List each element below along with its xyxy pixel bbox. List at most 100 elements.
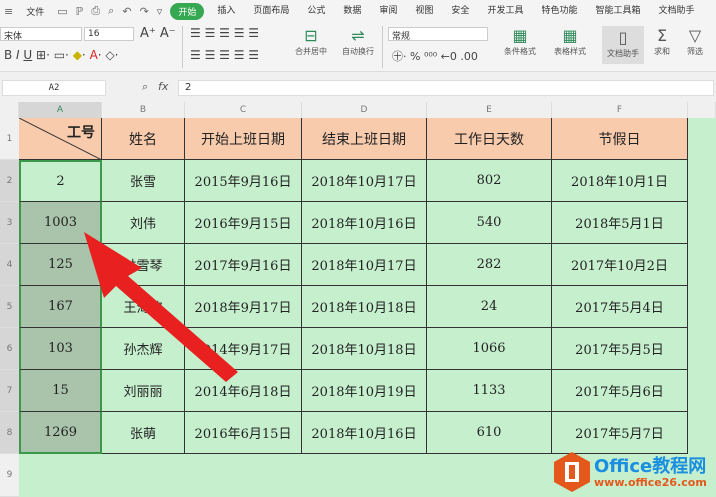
sum-button[interactable]: Σ 求和 (648, 26, 676, 57)
font-style-icons[interactable]: B I U ⊞· ▭· ◆· A· ◇· (4, 48, 119, 62)
filter-button[interactable]: ▽ 筛选 (680, 26, 710, 57)
doc-helper-button[interactable]: ▯ 文档助手 (602, 26, 644, 64)
header-cell[interactable]: 结束上班日期 (302, 118, 427, 160)
header-cell[interactable]: 姓名 (102, 118, 185, 160)
table-cell[interactable]: 2014年6月18日 (185, 370, 302, 412)
select-all-corner[interactable] (0, 102, 19, 118)
table-cell[interactable]: 2017年5月6日 (552, 370, 688, 412)
table-cell[interactable]: 2018年5月1日 (552, 202, 688, 244)
table-cell[interactable]: 2018年10月17日 (302, 244, 427, 286)
table-cell[interactable]: 2018年10月16日 (302, 202, 427, 244)
table-cell[interactable]: 2018年9月17日 (185, 286, 302, 328)
number-format-icons[interactable]: ㊉· % ⁰⁰⁰ ←0 .00 (392, 50, 478, 63)
table-cell[interactable]: 2017年9月16日 (185, 244, 302, 286)
table-cell[interactable]: 540 (427, 202, 552, 244)
id-cell[interactable]: 167 (19, 286, 102, 328)
number-format-select[interactable]: 常规 (388, 27, 488, 42)
table-cell[interactable]: 2017年5月7日 (552, 412, 688, 454)
column-header-D[interactable]: D (302, 102, 427, 118)
tab-11[interactable]: 文档助手 (658, 5, 695, 16)
name-box[interactable]: A2 (2, 80, 106, 96)
tab-3[interactable]: 公式 (307, 5, 326, 16)
table-cell[interactable]: 2016年9月15日 (185, 202, 302, 244)
id-cell[interactable]: 103 (19, 328, 102, 370)
tab-8[interactable]: 开发工具 (487, 5, 524, 16)
tab-0[interactable]: 开始 (170, 2, 205, 20)
file-menu[interactable]: 文件 (26, 7, 45, 18)
table-cell[interactable]: 282 (427, 244, 552, 286)
id-cell[interactable]: 1269 (19, 412, 102, 454)
row-header-6[interactable]: 6 (0, 328, 19, 370)
align-icons[interactable]: ☰ ☰ ☰ ☰ ☰ (190, 26, 260, 40)
id-cell[interactable]: 125 (19, 244, 102, 286)
merge-center-button[interactable]: ⊟ 合并居中 (288, 26, 334, 57)
table-cell[interactable]: 24 (427, 286, 552, 328)
column-header-B[interactable]: B (102, 102, 185, 118)
column-header-F[interactable]: F (552, 102, 688, 118)
row-header-3[interactable]: 3 (0, 202, 19, 244)
tab-7[interactable]: 安全 (451, 5, 470, 16)
tab-10[interactable]: 智能工具箱 (595, 5, 641, 16)
table-style-button[interactable]: ▦ 表格样式 (546, 26, 594, 57)
table-cell[interactable]: 张萌 (102, 412, 185, 454)
wrap-text-button[interactable]: ⇌ 自动换行 (338, 26, 378, 57)
preview-icon[interactable]: ⌕ (108, 4, 115, 17)
column-header-C[interactable]: C (185, 102, 302, 118)
row-header-5[interactable]: 5 (0, 286, 19, 328)
zoom-icon[interactable]: ⌕ (142, 80, 149, 93)
font-name-select[interactable]: 宋体 (0, 27, 82, 42)
table-cell[interactable]: 孙杰辉 (102, 328, 185, 370)
conditional-format-button[interactable]: ▦ 条件格式 (496, 26, 544, 57)
id-cell[interactable]: 15 (19, 370, 102, 412)
table-cell[interactable]: 2018年10月1日 (552, 160, 688, 202)
table-cell[interactable]: 1133 (427, 370, 552, 412)
table-cell[interactable]: 802 (427, 160, 552, 202)
tab-1[interactable]: 插入 (217, 5, 236, 16)
print-icon[interactable]: ⎙ (91, 4, 101, 17)
table-cell[interactable]: 2018年10月19日 (302, 370, 427, 412)
table-cell[interactable]: 2016年6月15日 (185, 412, 302, 454)
table-cell[interactable]: 2017年5月4日 (552, 286, 688, 328)
row-header-8[interactable]: 8 (0, 412, 19, 454)
header-cell[interactable]: 节假日 (552, 118, 688, 160)
dropdown-icon[interactable]: ▿ (156, 4, 163, 18)
table-cell[interactable]: 刘伟 (102, 202, 185, 244)
table-cell[interactable]: 2014年9月17日 (185, 328, 302, 370)
tab-5[interactable]: 审阅 (379, 5, 398, 16)
column-header-E[interactable]: E (427, 102, 552, 118)
table-cell[interactable]: 2018年10月18日 (302, 328, 427, 370)
tab-4[interactable]: 数据 (343, 5, 362, 16)
menu-icon[interactable]: ≡ (4, 4, 14, 18)
formula-input[interactable]: 2 (178, 80, 714, 96)
align-icons-2[interactable]: ☰ ☰ ☰ ☰ ☰ (190, 48, 260, 62)
undo-icon[interactable]: ↶ (122, 4, 132, 18)
tab-6[interactable]: 视图 (415, 5, 434, 16)
table-cell[interactable]: 2018年10月17日 (302, 160, 427, 202)
id-cell[interactable]: 2 (19, 160, 102, 202)
fx-icon[interactable]: fx (158, 80, 169, 93)
table-cell[interactable]: 2018年10月18日 (302, 286, 427, 328)
font-size-select[interactable]: 16 (84, 27, 134, 41)
header-cell[interactable]: 工作日天数 (427, 118, 552, 160)
font-grow-icon[interactable]: A⁺ A⁻ (140, 26, 176, 41)
table-cell[interactable]: 张雪 (102, 160, 185, 202)
format-painter-icon[interactable]: ℙ (75, 4, 84, 18)
redo-icon[interactable]: ↷ (139, 4, 149, 18)
table-cell[interactable]: 2017年10月2日 (552, 244, 688, 286)
table-cell[interactable]: 2015年9月16日 (185, 160, 302, 202)
spreadsheet-grid[interactable]: A B C D E F 1 2 3 4 5 6 7 8 9 工号 姓名 开始上班日期 结束上班日期 工作日天数 节假日 2… (0, 102, 716, 497)
tab-2[interactable]: 页面布局 (253, 5, 290, 16)
row-header-7[interactable]: 7 (0, 370, 19, 412)
table-cell[interactable]: 610 (427, 412, 552, 454)
table-cell[interactable]: 刘丽丽 (102, 370, 185, 412)
row-header-4[interactable]: 4 (0, 244, 19, 286)
tab-9[interactable]: 特色功能 (541, 5, 578, 16)
table-cell[interactable]: 1066 (427, 328, 552, 370)
row-header-1[interactable]: 1 (0, 118, 19, 160)
table-cell[interactable]: 2017年5月5日 (552, 328, 688, 370)
save-icon[interactable]: ▭ (57, 4, 68, 18)
row-header-2[interactable]: 2 (0, 160, 19, 202)
header-cell[interactable]: 工号 (19, 118, 102, 160)
column-header-A[interactable]: A (19, 102, 102, 118)
header-cell[interactable]: 开始上班日期 (185, 118, 302, 160)
